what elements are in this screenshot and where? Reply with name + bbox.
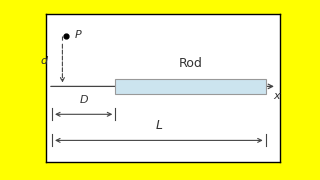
Bar <box>115 79 266 94</box>
Text: d: d <box>40 56 47 66</box>
Text: L: L <box>156 119 162 132</box>
Text: P: P <box>75 30 82 40</box>
Text: x: x <box>273 91 279 101</box>
Text: D: D <box>79 95 88 105</box>
Text: Rod: Rod <box>179 57 202 70</box>
